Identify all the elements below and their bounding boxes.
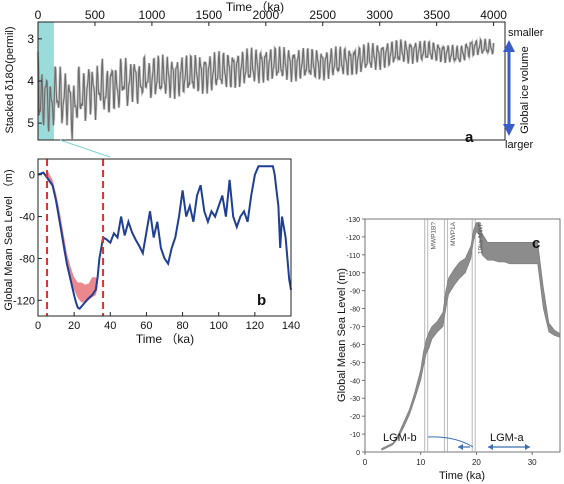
panel-c-ytick-label: -40 xyxy=(350,378,360,385)
panel-c-yticks: 0 -10 -20 -30 -40 -50 -60 -70 -80 -90 -100 -110 -120… xyxy=(346,217,365,457)
panel-c-xtick-label: 10 xyxy=(416,458,425,467)
panel-b-ytick-label: 0 xyxy=(29,170,35,182)
panel-a-xlabel: Time （ka) xyxy=(226,0,284,14)
panel-a-ytick-label: 3 xyxy=(27,32,34,46)
panel-b-label: b xyxy=(257,292,266,309)
panel-c-xtick-label: 30 xyxy=(528,458,537,467)
zoom-connector xyxy=(59,139,111,158)
panel-c-ytick-label: -110 xyxy=(347,253,361,260)
panel-c-vline-labels: MWP1B? MWP1A 19ka-MWP xyxy=(430,221,484,254)
panel-b-xlabel: Time （ka) xyxy=(136,332,194,346)
panel-c-ytick-label: -100 xyxy=(346,271,360,278)
panel-a-yticks: 3 4 5 xyxy=(27,32,42,130)
panel-b-uncertainty-band xyxy=(47,169,98,303)
panel-b-yticks: 0 -40 -80 -120 xyxy=(13,170,42,307)
panel-a-xtick-label: 2000 xyxy=(252,8,279,22)
ice-volume-arrow-head-up xyxy=(503,40,515,52)
panel-b-ytick-label: -80 xyxy=(19,253,35,265)
panel-a-ylabel: Stacked δ18O(permil) xyxy=(4,27,16,134)
panel-b-xtick-label: 80 xyxy=(176,320,188,332)
panel-b-ylabel: Global Mean Sea Level （m) xyxy=(2,169,15,310)
lgm-b-arrow-head xyxy=(458,444,463,450)
lgm-b-label: LGM-b xyxy=(383,432,417,444)
lgm-a-arrow-head-right xyxy=(525,444,530,450)
panel-c-ytick-label: -20 xyxy=(350,414,360,421)
panel-c-xtick-label: 20 xyxy=(472,458,481,467)
panel-b-sea-level-line xyxy=(37,165,292,310)
panel-a-xtick-label: 1500 xyxy=(196,8,223,22)
panel-a-xtick-label: 500 xyxy=(85,8,105,22)
panel-c-vline-label: MWP1B? xyxy=(430,222,437,250)
panel-c-ytick-label: -30 xyxy=(350,396,360,403)
panel-a-xtick-label: 4000 xyxy=(480,8,507,22)
panel-b-vlines xyxy=(46,159,105,316)
lgm-b-curve-arrow xyxy=(427,436,474,448)
panel-c-ylabel: Global Mean Sea Level (m) xyxy=(336,268,348,402)
panel-a-ytick-label: 4 xyxy=(27,74,34,88)
panel-c-xticks: 0 10 20 30 xyxy=(363,452,537,467)
panel-b-ytick-label: -40 xyxy=(19,212,35,224)
annotation-smaller: smaller xyxy=(508,27,544,39)
panel-a-ytick-label: 5 xyxy=(27,116,34,130)
panel-c-ytick-label: -60 xyxy=(350,342,360,349)
panel-c-ytick-label: -90 xyxy=(350,289,360,296)
panel-b-ytick-label: -120 xyxy=(13,295,35,307)
panel-a-xticks: 0 500 1000 1500 2000 2500 3000 3500 4000 xyxy=(35,8,507,26)
panel-b-xtick-label: 20 xyxy=(68,320,80,332)
panel-c-vline-label: MWP1A xyxy=(450,221,457,246)
panel-c-ytick-label: -80 xyxy=(350,307,360,314)
panel-a-xtick-label: 3500 xyxy=(423,8,450,22)
ice-volume-arrow-head-down xyxy=(503,124,515,136)
panel-c-sea-level-band xyxy=(381,222,561,451)
annotation-larger: larger xyxy=(505,139,533,151)
panel-c-ytick-label: 0 xyxy=(356,450,360,457)
panel-a-xtick-label: 0 xyxy=(35,8,42,22)
panel-c-xlabel: Time (ka) xyxy=(439,470,485,482)
panel-a-xtick-label: 2500 xyxy=(309,8,336,22)
panel-b-xtick-label: 40 xyxy=(104,320,116,332)
panel-a-xtick-label: 3000 xyxy=(366,8,393,22)
panel-a-label: a xyxy=(465,129,474,146)
panel-b-xtick-label: 0 xyxy=(35,320,41,332)
panel-c: 0 10 20 30 0 -10 -20 -30 -40 -50 -60 -70 -80 -90 -100… xyxy=(336,217,561,482)
panel-c-ytick-label: -10 xyxy=(350,432,360,439)
panel-c-ytick-label: -130 xyxy=(346,217,360,224)
panel-c-ytick-label: -50 xyxy=(350,360,360,367)
lgm-a-arrow-head-left xyxy=(488,444,493,450)
panel-b-xtick-label: 100 xyxy=(210,320,228,332)
panel-c-ytick-label: -120 xyxy=(346,235,360,242)
lgm-a-label: LGM-a xyxy=(490,432,525,444)
panel-a-xtick-label: 1000 xyxy=(139,8,166,22)
panel-a-d18o-error xyxy=(36,35,495,140)
panel-b-xtick-label: 120 xyxy=(246,320,264,332)
panel-b: 0 20 40 60 80 100 120 140 0 -40 -80 -120 Time （ka)… xyxy=(2,158,300,346)
panel-b-xtick-label: 60 xyxy=(140,320,152,332)
panel-b-plot-frame xyxy=(37,158,292,317)
panel-c-vline-label: 19ka-MWP xyxy=(478,222,485,254)
panel-b-xticks: 0 20 40 60 80 100 120 140 xyxy=(35,312,300,332)
panel-b-xtick-label: 140 xyxy=(282,320,300,332)
panel-a: 0 500 1000 1500 2000 2500 3000 3500 4000 3 4 5 Tim… xyxy=(4,0,544,158)
panel-c-ytick-label: -70 xyxy=(350,325,360,332)
annotation-global-ice-volume: Global ice volume xyxy=(519,46,531,133)
panel-c-xtick-label: 0 xyxy=(363,458,368,467)
panel-c-label: c xyxy=(532,235,540,252)
